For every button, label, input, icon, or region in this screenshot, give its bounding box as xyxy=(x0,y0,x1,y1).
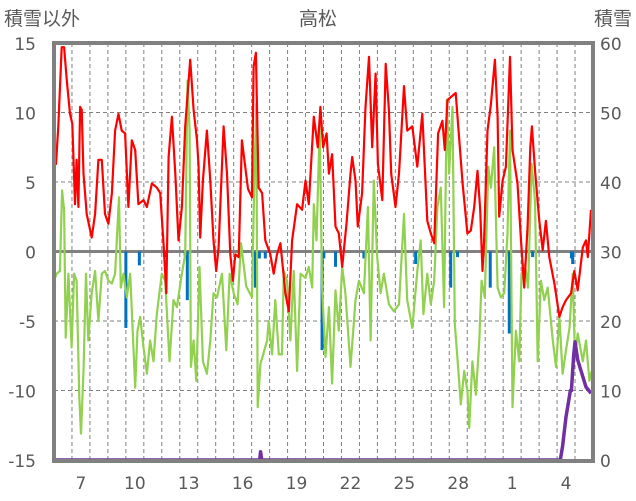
blue-bar xyxy=(185,251,189,301)
right-axis-label: 積雪 xyxy=(594,8,632,30)
plot-frame xyxy=(52,41,595,463)
left-tick-label: 0 xyxy=(25,244,36,264)
red-series-line xyxy=(52,46,593,318)
left-tick-label: 10 xyxy=(14,105,36,125)
right-tick-label: 30 xyxy=(600,244,622,264)
blue-bar xyxy=(263,251,267,259)
x-tick-label: 10 xyxy=(124,474,146,494)
blue-bar xyxy=(456,251,460,258)
right-tick-label: 20 xyxy=(600,313,622,333)
x-tick-label: 13 xyxy=(178,474,200,494)
x-tick-label: 7 xyxy=(76,474,87,494)
left-tick-label: -15 xyxy=(8,452,36,472)
blue-bar xyxy=(488,251,492,288)
x-tick-label: 4 xyxy=(561,474,572,494)
x-tick-label: 25 xyxy=(394,474,416,494)
blue-bar xyxy=(531,251,535,258)
x-tick-label: 19 xyxy=(286,474,308,494)
left-tick-label: -5 xyxy=(19,313,36,333)
x-tick-label: 1 xyxy=(507,474,518,494)
right-tick-label: 40 xyxy=(600,174,622,194)
blue-bar xyxy=(137,251,141,266)
blue-bar xyxy=(334,251,338,267)
data-marks xyxy=(52,46,593,462)
blue-bar xyxy=(257,251,261,259)
right-tick-label: 50 xyxy=(600,105,622,125)
left-tick-label: -10 xyxy=(8,383,36,403)
green-series-line xyxy=(52,79,593,435)
blue-bar xyxy=(362,251,366,259)
blue-bar xyxy=(507,251,511,334)
left-tick-label: 5 xyxy=(25,174,36,194)
blue-bar xyxy=(449,251,453,288)
chart-title: 高松 xyxy=(299,8,337,30)
right-tick-label: 0 xyxy=(600,452,611,472)
x-tick-label: 28 xyxy=(447,474,469,494)
x-tick-label: 22 xyxy=(340,474,362,494)
right-tick-label: 10 xyxy=(600,383,622,403)
blue-bar xyxy=(253,251,257,288)
blue-bar xyxy=(414,251,418,265)
blue-bar xyxy=(571,251,575,265)
x-tick-label: 16 xyxy=(232,474,254,494)
left-tick-label: 15 xyxy=(14,35,36,55)
right-tick-label: 60 xyxy=(600,35,622,55)
left-axis-label: 積雪以外 xyxy=(4,8,80,30)
purple-series-line xyxy=(54,340,593,462)
blue-bar xyxy=(322,251,326,259)
